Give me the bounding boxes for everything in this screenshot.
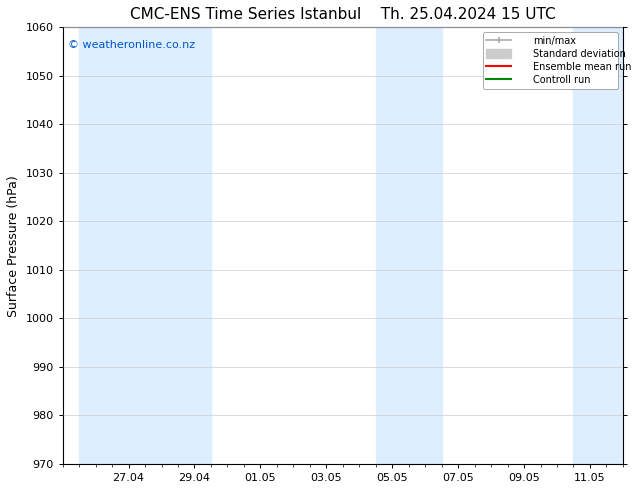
Text: © weatheronline.co.nz: © weatheronline.co.nz xyxy=(68,40,195,50)
Title: CMC-ENS Time Series Istanbul    Th. 25.04.2024 15 UTC: CMC-ENS Time Series Istanbul Th. 25.04.2… xyxy=(130,7,555,22)
Legend: min/max, Standard deviation, Ensemble mean run, Controll run: min/max, Standard deviation, Ensemble me… xyxy=(482,32,618,89)
Bar xyxy=(574,27,623,464)
Bar xyxy=(79,27,211,464)
Y-axis label: Surface Pressure (hPa): Surface Pressure (hPa) xyxy=(7,175,20,317)
Bar xyxy=(376,27,442,464)
